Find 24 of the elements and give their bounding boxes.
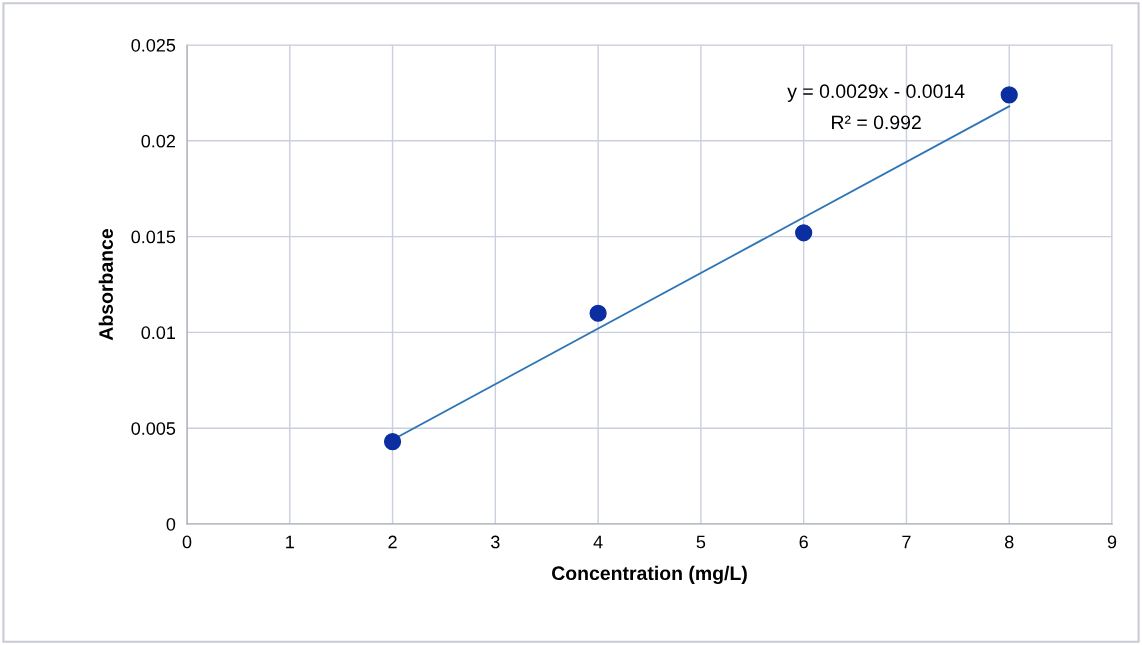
- y-tick-label: 0: [166, 517, 176, 531]
- point: [383, 432, 402, 451]
- x-tick-label: 6: [799, 535, 808, 549]
- x-tick-label: 2: [388, 535, 397, 549]
- y-tick-label: 0.015: [131, 230, 176, 244]
- x-tick-label: 3: [491, 535, 500, 549]
- annotation: y = 0.0029x - 0.0014: [787, 84, 965, 102]
- x-tick-label: 5: [696, 535, 706, 549]
- y-axis-title: Absorbance: [98, 228, 113, 341]
- x-tick-label: 8: [1004, 535, 1014, 549]
- point: [1000, 86, 1018, 104]
- x-tick-label: 7: [902, 535, 911, 549]
- y-tick-label: 0.01: [141, 326, 176, 340]
- y-tick-label: 0.025: [131, 38, 176, 52]
- x-tick-label: 9: [1107, 535, 1117, 549]
- annotation: R² = 0.992: [832, 115, 921, 130]
- x-tick-label: 0: [182, 535, 192, 549]
- x-axis-title: Concentration (mg/L): [552, 565, 747, 585]
- point: [589, 304, 607, 322]
- x-tick-label: 4: [593, 535, 603, 549]
- y-tick-label: 0.02: [141, 134, 175, 148]
- y-tick-label: 0.005: [131, 422, 176, 435]
- x-tick-label: 1: [286, 535, 294, 549]
- point: [795, 224, 813, 242]
